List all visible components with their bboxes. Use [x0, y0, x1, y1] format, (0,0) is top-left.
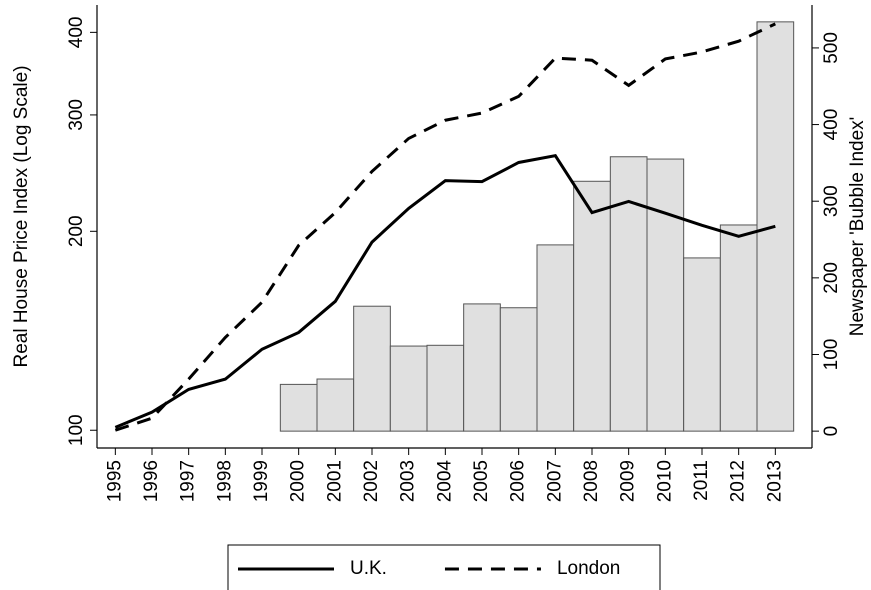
x-tick-label: 2005	[471, 460, 492, 502]
line-series	[114, 154, 776, 429]
legend: U.K. London	[227, 544, 661, 590]
y2-tick-label: 500	[821, 32, 842, 64]
x-tick-label: 2008	[581, 460, 602, 502]
legend-label: U.K.	[350, 558, 387, 579]
x-tick-label: 2004	[434, 460, 455, 503]
x-tick-label: 1995	[104, 460, 125, 502]
x-tick-label: 2002	[361, 460, 382, 502]
bar	[353, 305, 391, 432]
bar	[683, 257, 721, 432]
bar	[279, 383, 318, 432]
bar	[646, 158, 685, 432]
x-tick-label: 2003	[398, 460, 419, 502]
y-axis-label: Real House Price Index (Log Scale)	[11, 65, 32, 367]
bar	[536, 244, 575, 432]
bar	[499, 307, 538, 432]
y-tick-label: 300	[66, 99, 87, 131]
x-tick-label: 2010	[654, 460, 675, 502]
bar	[463, 303, 501, 432]
bar	[719, 224, 758, 432]
x-tick-label: 2006	[508, 460, 529, 502]
x-tick-label: 2009	[618, 460, 639, 502]
x-tick-label: 2001	[324, 460, 345, 502]
x-tick-label: 1998	[214, 460, 235, 502]
x-tick-label: 1997	[178, 460, 199, 502]
x-tick-label: 2013	[764, 460, 785, 502]
bar	[389, 345, 428, 432]
bar	[609, 156, 648, 432]
y2-tick-label: 400	[821, 109, 842, 141]
line-series	[114, 22, 776, 432]
y2-tick-label: 300	[821, 185, 842, 217]
legend-label: London	[557, 558, 620, 579]
x-tick-label: 2012	[728, 460, 749, 502]
x-tick-label: 1999	[251, 460, 272, 502]
x-tick-label: 2000	[288, 460, 309, 502]
bar	[316, 378, 355, 432]
y-tick-label: 400	[66, 17, 87, 49]
x-tick-label: 2011	[691, 460, 712, 501]
x-tick-label: 2007	[544, 460, 565, 502]
x-tick-label: 1996	[141, 460, 162, 502]
y2-tick-label: 200	[821, 262, 842, 294]
bar	[426, 344, 465, 432]
y2-axis-label: Newspaper 'Bubble Index'	[847, 117, 868, 337]
y-tick-label: 100	[66, 414, 87, 446]
y-tick-label: 200	[66, 215, 87, 247]
y2-tick-label: 100	[821, 339, 842, 371]
bar	[573, 180, 611, 432]
y2-tick-label: 0	[821, 426, 842, 437]
